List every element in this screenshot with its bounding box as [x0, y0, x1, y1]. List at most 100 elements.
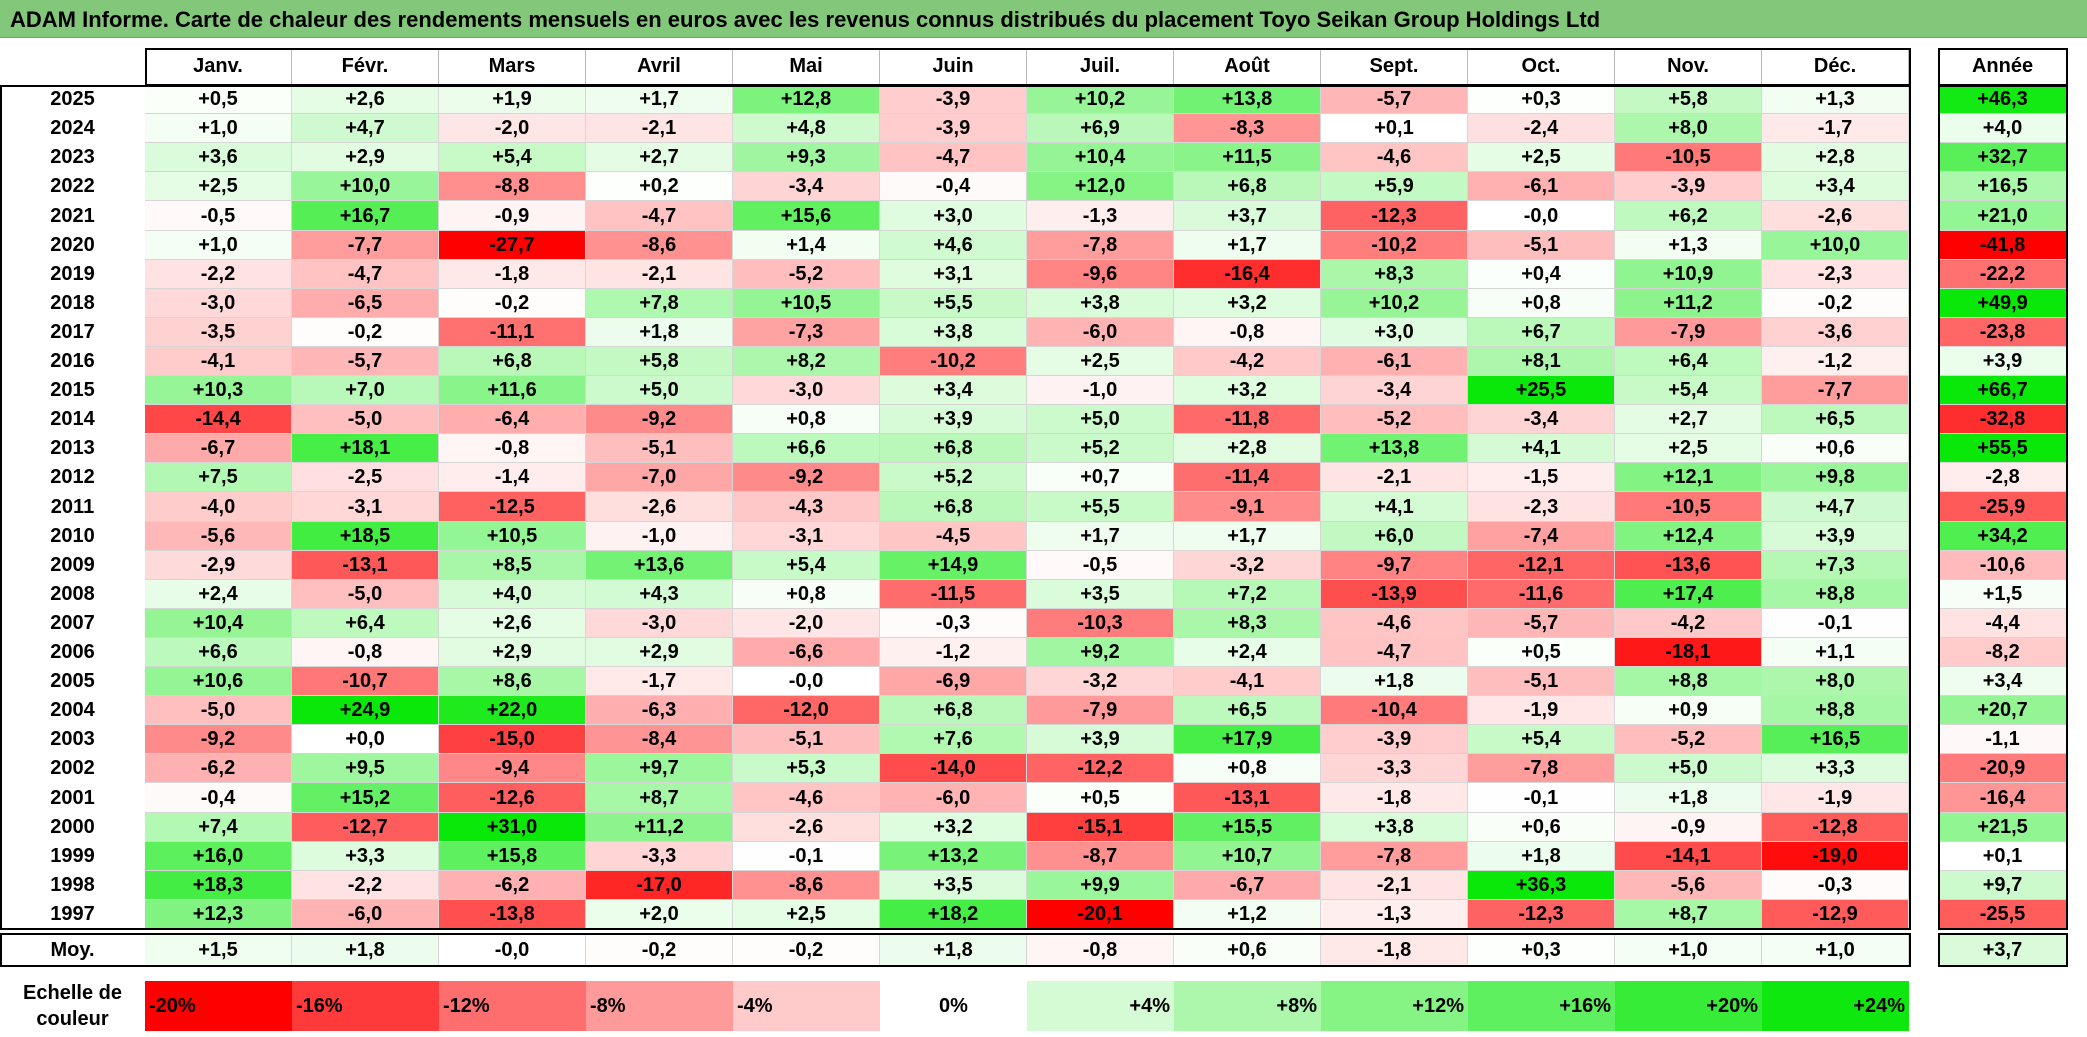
- legend-swatch: -12%: [439, 981, 586, 1031]
- heatmap-cell: -7,8: [1321, 842, 1468, 871]
- year-label: 2025: [50, 88, 95, 110]
- heatmap-cell: -0,9: [439, 201, 586, 231]
- heatmap-cell: -2,6: [1762, 201, 1909, 231]
- month-header: Janv.: [145, 48, 292, 85]
- heatmap-cell: -9,6: [1027, 260, 1174, 289]
- heatmap-cell: -2,9: [145, 551, 292, 580]
- heatmap-cell: +1,1: [1762, 638, 1909, 667]
- heatmap-cell: -5,0: [292, 405, 439, 434]
- heatmap-cell: -5,2: [733, 260, 880, 289]
- heatmap-cell: +12,8: [733, 85, 880, 114]
- heatmap-cell: -12,9: [1762, 900, 1909, 929]
- heatmap-cell: -0,1: [733, 842, 880, 871]
- heatmap-cell: +0,8: [733, 405, 880, 434]
- heatmap-cell: +1,3: [1762, 85, 1909, 114]
- heatmap-cell: +3,4: [880, 376, 1027, 405]
- legend-swatch: +20%: [1615, 981, 1762, 1031]
- heatmap-cell: +3,3: [1762, 754, 1909, 783]
- average-cell: -0,2: [733, 933, 880, 967]
- heatmap-cell: +8,0: [1762, 667, 1909, 696]
- heatmap-cell: +8,0: [1615, 114, 1762, 143]
- heatmap-cell: -18,1: [1615, 638, 1762, 667]
- heatmap-cell: +1,0: [145, 231, 292, 260]
- year-total-header: Année: [1938, 48, 2068, 85]
- heatmap-cell: +0,4: [1468, 260, 1615, 289]
- heatmap-cell: -6,7: [145, 434, 292, 463]
- heatmap-cell: +8,7: [1615, 900, 1762, 929]
- heatmap-cell: -8,7: [1027, 842, 1174, 871]
- month-header: Août: [1174, 48, 1321, 85]
- heatmap-cell: -10,3: [1027, 609, 1174, 638]
- heatmap-cell: +7,5: [145, 463, 292, 492]
- average-total-cell: +3,7: [1938, 933, 2068, 967]
- heatmap-cell: +2,9: [586, 638, 733, 667]
- year-total-cell: -25,5: [1938, 900, 2068, 929]
- legend-swatch: +24%: [1762, 981, 1909, 1031]
- heatmap-cell: +15,6: [733, 201, 880, 231]
- legend-label: Echelle de couleur: [23, 982, 122, 1030]
- heatmap-cell: -12,5: [439, 492, 586, 522]
- year-total-cell: +21,0: [1938, 201, 2068, 231]
- heatmap-cell: +8,1: [1468, 347, 1615, 376]
- legend-swatch: +12%: [1321, 981, 1468, 1031]
- heatmap-cell: -0,0: [733, 667, 880, 696]
- year-label: 2015: [50, 379, 95, 401]
- heatmap-cell: +17,4: [1615, 580, 1762, 609]
- heatmap-cell: +4,0: [439, 580, 586, 609]
- heatmap-cell: +3,9: [880, 405, 1027, 434]
- heatmap-cell: -0,8: [292, 638, 439, 667]
- heatmap-cell: -5,1: [586, 434, 733, 463]
- heatmap-cell: +3,2: [1174, 289, 1321, 318]
- heatmap-cell: -4,2: [1174, 347, 1321, 376]
- heatmap-cell: +2,7: [586, 143, 733, 172]
- legend-swatch: 0%: [880, 981, 1027, 1031]
- heatmap-cell: +4,7: [1762, 492, 1909, 522]
- heatmap-cell: -1,0: [1027, 376, 1174, 405]
- heatmap-cell: +3,1: [880, 260, 1027, 289]
- heatmap-cell: +15,8: [439, 842, 586, 871]
- heatmap-cell: -2,6: [586, 492, 733, 522]
- legend-swatch: +8%: [1174, 981, 1321, 1031]
- year-total-cell: -10,6: [1938, 551, 2068, 580]
- heatmap-cell: +5,0: [1615, 754, 1762, 783]
- heatmap-cell: +2,5: [1468, 143, 1615, 172]
- heatmap-cell: +9,3: [733, 143, 880, 172]
- heatmap-cell: -5,2: [1321, 405, 1468, 434]
- heatmap-cell: +2,5: [1027, 347, 1174, 376]
- heatmap-cell: -8,4: [586, 725, 733, 754]
- year-label: 2006: [50, 641, 95, 663]
- heatmap-cell: -9,2: [586, 405, 733, 434]
- heatmap-cell: -1,7: [1762, 114, 1909, 143]
- year-total-cell: -25,9: [1938, 492, 2068, 522]
- heatmap-cell: -0,3: [880, 609, 1027, 638]
- heatmap-cell: +0,9: [1615, 696, 1762, 725]
- heatmap-cell: +6,8: [1174, 172, 1321, 201]
- heatmap-cell: -5,7: [1468, 609, 1615, 638]
- heatmap-cell: +24,9: [292, 696, 439, 725]
- heatmap-cell: -13,1: [292, 551, 439, 580]
- heatmap-cell: +1,8: [1615, 783, 1762, 813]
- heatmap-cell: +11,6: [439, 376, 586, 405]
- year-label: 2020: [50, 234, 95, 256]
- heatmap-cell: -3,1: [733, 522, 880, 551]
- heatmap-cell: -1,5: [1468, 463, 1615, 492]
- year-total-cell: +3,9: [1938, 347, 2068, 376]
- year-label: 2004: [50, 699, 95, 721]
- average-cell: +1,8: [292, 933, 439, 967]
- month-header: Déc.: [1762, 48, 1909, 85]
- year-label: 2013: [50, 437, 95, 459]
- heatmap-cell: +11,5: [1174, 143, 1321, 172]
- year-total-cell: -4,4: [1938, 609, 2068, 638]
- heatmap-cell: +8,3: [1321, 260, 1468, 289]
- heatmap-cell: -4,1: [1174, 667, 1321, 696]
- heatmap-cell: +0,6: [1762, 434, 1909, 463]
- heatmap-cell: -12,2: [1027, 754, 1174, 783]
- year-label: 2001: [50, 787, 95, 809]
- heatmap-cell: -12,6: [439, 783, 586, 813]
- heatmap-cell: -15,1: [1027, 813, 1174, 842]
- heatmap-cell: +18,1: [292, 434, 439, 463]
- legend-swatch: -4%: [733, 981, 880, 1031]
- heatmap-cell: -2,3: [1762, 260, 1909, 289]
- heatmap-cell: -2,1: [586, 114, 733, 143]
- heatmap-cell: -6,7: [1174, 871, 1321, 900]
